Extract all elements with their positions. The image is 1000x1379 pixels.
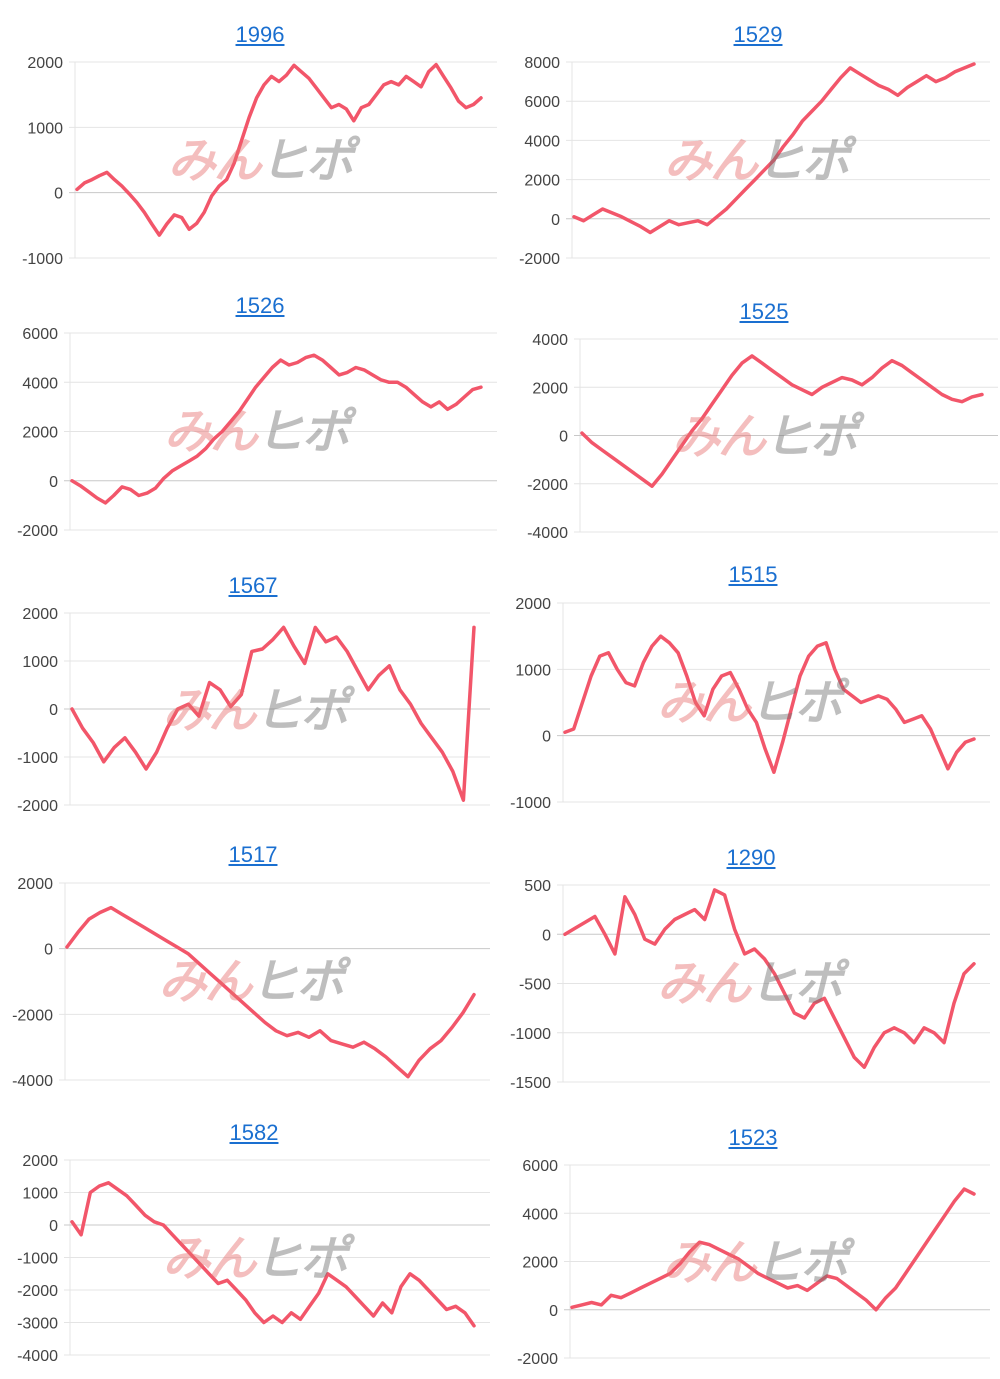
y-tick-label: -2000 xyxy=(519,251,560,268)
y-tick-label: 0 xyxy=(549,1303,558,1320)
chart-svg: 8000 6000 4000 2000 0 -2000 xyxy=(519,55,990,268)
series-line xyxy=(563,888,976,1069)
y-tick-label: 0 xyxy=(49,474,58,491)
chart-title[interactable]: 1523 xyxy=(728,1125,778,1150)
y-tick-label: -2000 xyxy=(17,523,58,540)
series-line xyxy=(570,1187,976,1312)
chart-svg: 2000 1000 0 -1000 -2000 -3000 -4000 xyxy=(17,1153,490,1365)
y-tick-label: -1000 xyxy=(510,795,551,812)
y-tick-label: 0 xyxy=(49,1218,58,1235)
y-tick-label: -1000 xyxy=(17,1251,58,1268)
y-tick-label: 8000 xyxy=(524,55,560,72)
chart-svg: 6000 4000 2000 0 -2000 xyxy=(17,326,497,540)
y-tick-label: 2000 xyxy=(22,425,58,442)
series-line xyxy=(75,62,483,237)
y-tick-label: 4000 xyxy=(524,133,560,150)
series-line xyxy=(65,905,476,1079)
y-tick-label: 1000 xyxy=(22,654,58,671)
y-tick-label: -2000 xyxy=(527,477,568,494)
y-tick-label: 4000 xyxy=(522,1206,558,1223)
chart-title[interactable]: 1515 xyxy=(728,562,778,587)
series-line xyxy=(580,354,984,488)
chart-title[interactable]: 1290 xyxy=(726,845,776,870)
y-tick-label: 0 xyxy=(559,429,568,446)
y-tick-label: 6000 xyxy=(524,94,560,111)
chart-title[interactable]: 1996 xyxy=(235,22,285,47)
y-tick-label: 6000 xyxy=(22,326,58,343)
chart-title[interactable]: 1529 xyxy=(733,22,783,47)
y-tick-label: 2000 xyxy=(524,173,560,190)
chart-svg: 2000 1000 0 -1000 xyxy=(510,596,990,812)
y-tick-label: -2000 xyxy=(517,1351,558,1368)
y-tick-label: -1000 xyxy=(22,251,63,268)
chart-svg: 2000 0 -2000 -4000 xyxy=(12,876,490,1090)
chart-svg: 500 0 -500 -1000 -1500 xyxy=(510,878,990,1092)
y-tick-label: 0 xyxy=(542,729,551,746)
series-line xyxy=(70,1181,476,1328)
y-tick-label: 500 xyxy=(524,878,551,895)
chart-svg: 6000 4000 2000 0 -2000 xyxy=(517,1158,990,1368)
y-tick-label: 2000 xyxy=(22,1153,58,1170)
y-tick-label: 2000 xyxy=(515,596,551,613)
chart-svg: 4000 2000 0 -2000 -4000 xyxy=(527,332,998,542)
y-tick-label: 2000 xyxy=(532,380,568,397)
y-tick-label: -4000 xyxy=(17,1348,58,1365)
y-tick-label: 0 xyxy=(54,186,63,203)
y-tick-label: -4000 xyxy=(527,525,568,542)
y-tick-label: 2000 xyxy=(522,1255,558,1272)
y-tick-label: 2000 xyxy=(17,876,53,893)
chart-title[interactable]: 1526 xyxy=(235,293,285,318)
y-tick-label: 1000 xyxy=(515,662,551,679)
y-tick-label: 6000 xyxy=(522,1158,558,1175)
y-tick-label: 0 xyxy=(49,702,58,719)
y-tick-label: 0 xyxy=(542,927,551,944)
y-tick-label: -2000 xyxy=(17,1283,58,1300)
y-tick-label: -1000 xyxy=(510,1026,551,1043)
chart-title[interactable]: 1582 xyxy=(229,1120,279,1145)
y-tick-label: -1000 xyxy=(17,750,58,767)
chart-svg: 2000 1000 0 -1000 -2000 xyxy=(17,606,490,815)
series-line xyxy=(70,625,476,802)
y-tick-label: 2000 xyxy=(27,55,63,72)
chart-svg: 2000 1000 0 -1000 xyxy=(22,55,497,268)
y-tick-label: 4000 xyxy=(532,332,568,349)
y-tick-label: 0 xyxy=(44,942,53,959)
chart-title[interactable]: 1525 xyxy=(739,299,789,324)
chart-title[interactable]: 1517 xyxy=(228,842,278,867)
chart-title[interactable]: 1567 xyxy=(228,573,278,598)
y-tick-label: 1000 xyxy=(27,120,63,137)
y-tick-label: 0 xyxy=(551,212,560,229)
y-tick-label: -1500 xyxy=(510,1075,551,1092)
series-line xyxy=(70,353,483,505)
y-tick-label: -4000 xyxy=(12,1073,53,1090)
y-tick-label: 2000 xyxy=(22,606,58,623)
y-tick-label: 4000 xyxy=(22,375,58,392)
series-line xyxy=(563,634,976,774)
y-tick-label: -500 xyxy=(519,977,551,994)
y-tick-label: -3000 xyxy=(17,1316,58,1333)
y-tick-label: 1000 xyxy=(22,1186,58,1203)
series-line xyxy=(572,62,976,235)
y-tick-label: -2000 xyxy=(12,1007,53,1024)
y-tick-label: -2000 xyxy=(17,798,58,815)
